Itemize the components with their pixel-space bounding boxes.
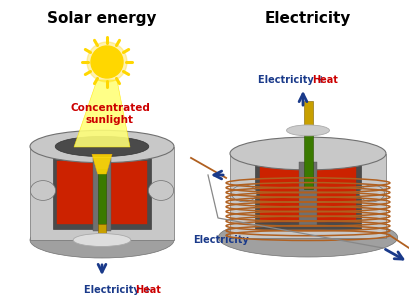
Polygon shape: [315, 166, 355, 222]
Ellipse shape: [30, 181, 56, 200]
Polygon shape: [229, 154, 385, 237]
Ellipse shape: [218, 218, 397, 257]
Ellipse shape: [229, 137, 385, 170]
Ellipse shape: [148, 181, 173, 200]
Ellipse shape: [30, 130, 173, 163]
Ellipse shape: [55, 136, 148, 157]
Text: Electricity +: Electricity +: [84, 285, 154, 295]
Polygon shape: [109, 161, 146, 224]
Polygon shape: [298, 162, 317, 225]
Circle shape: [87, 42, 127, 82]
Polygon shape: [92, 154, 112, 174]
Bar: [303, 101, 312, 135]
Polygon shape: [254, 159, 360, 229]
Polygon shape: [30, 147, 173, 240]
Text: sunlight: sunlight: [86, 115, 134, 125]
Text: Electricity: Electricity: [264, 11, 351, 26]
Text: Solar energy: Solar energy: [47, 11, 156, 26]
Polygon shape: [259, 166, 299, 222]
Polygon shape: [53, 152, 151, 229]
Ellipse shape: [286, 125, 329, 136]
Text: Electricity: Electricity: [193, 235, 248, 245]
Bar: [98, 224, 106, 237]
Polygon shape: [93, 157, 110, 231]
Bar: [303, 135, 312, 189]
Text: Concentrated: Concentrated: [70, 103, 150, 113]
Text: Heat: Heat: [311, 75, 337, 85]
Polygon shape: [57, 161, 94, 224]
Text: Electricity +: Electricity +: [257, 75, 328, 85]
Text: Heat: Heat: [135, 285, 160, 295]
Bar: [98, 169, 106, 224]
Ellipse shape: [359, 185, 384, 202]
Ellipse shape: [73, 234, 130, 247]
Polygon shape: [74, 80, 130, 147]
Ellipse shape: [231, 185, 256, 202]
Ellipse shape: [30, 222, 173, 258]
Circle shape: [91, 46, 123, 78]
